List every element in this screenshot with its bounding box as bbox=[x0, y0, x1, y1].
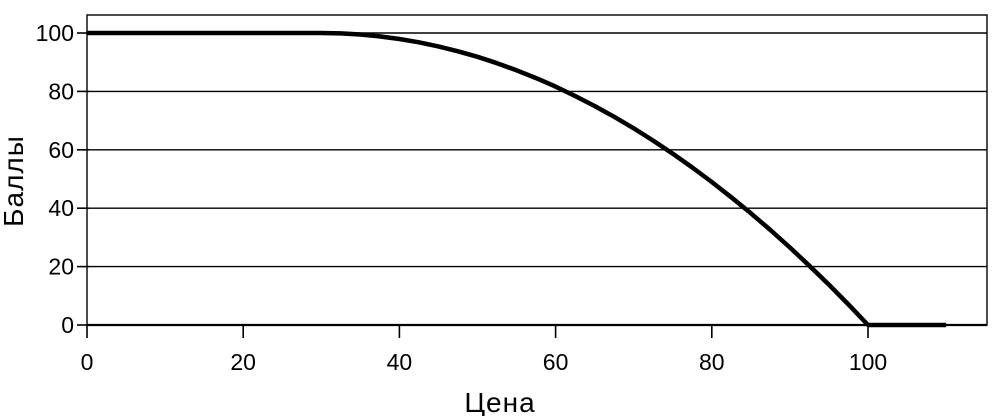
x-tick-label: 0 bbox=[81, 349, 94, 375]
y-tick-label: 100 bbox=[36, 20, 74, 46]
x-tick-label: 40 bbox=[387, 349, 413, 375]
x-tick-label: 60 bbox=[543, 349, 569, 375]
y-tick-label: 80 bbox=[48, 78, 74, 104]
y-tick-label: 0 bbox=[61, 312, 74, 338]
y-axis-title: Баллы bbox=[0, 135, 29, 227]
y-tick-label: 60 bbox=[48, 137, 74, 163]
score-curve bbox=[87, 30, 947, 328]
x-tick-label: 80 bbox=[699, 349, 725, 375]
y-tick-label: 20 bbox=[48, 254, 74, 280]
x-tick-label: 20 bbox=[230, 349, 256, 375]
x-tick-label: 100 bbox=[849, 349, 887, 375]
y-tick-label: 40 bbox=[48, 195, 74, 221]
plot-frame bbox=[86, 14, 988, 326]
x-axis-title: Цена bbox=[464, 387, 536, 416]
